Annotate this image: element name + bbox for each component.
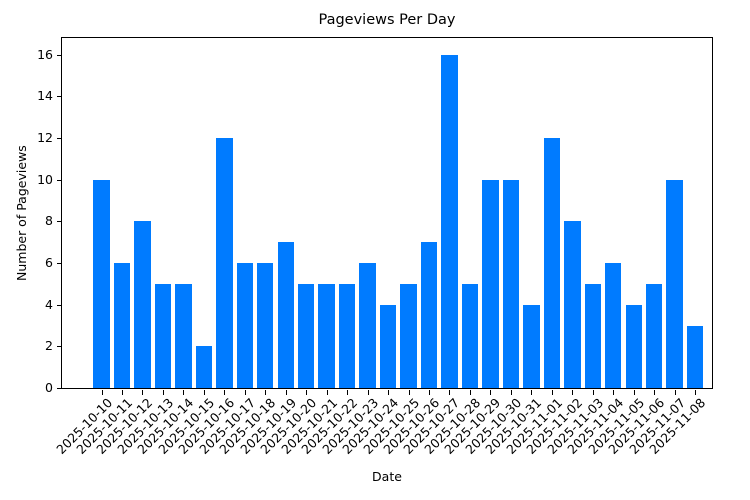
x-tick <box>203 390 205 395</box>
bar-2025-10-10 <box>93 179 110 388</box>
bar-2025-10-13 <box>154 283 172 388</box>
bar-2025-10-24 <box>379 304 397 388</box>
x-tick <box>469 390 471 395</box>
x-tick <box>367 390 369 395</box>
bar-2025-10-20 <box>298 283 315 388</box>
bar-2025-11-05 <box>625 304 642 388</box>
x-tick <box>449 390 451 395</box>
bar-2025-10-21 <box>318 283 335 388</box>
bar-2025-11-01 <box>543 138 561 388</box>
bar-2025-10-31 <box>523 304 540 388</box>
y-tick <box>57 96 62 98</box>
bar-2025-11-04 <box>605 263 622 388</box>
x-tick <box>510 390 512 395</box>
y-tick <box>57 54 62 56</box>
bar-2025-10-12 <box>134 221 151 388</box>
bar-2025-10-19 <box>277 242 294 388</box>
y-tick-label: 12 <box>37 130 53 145</box>
x-tick <box>633 390 635 395</box>
x-tick <box>265 390 267 395</box>
bar-2025-10-22 <box>338 283 356 388</box>
y-tick-label: 8 <box>45 213 53 229</box>
bar-2025-11-02 <box>564 221 581 388</box>
x-tick <box>224 390 226 395</box>
chart-title: Pageviews Per Day <box>318 12 456 28</box>
bar-2025-10-29 <box>482 179 499 388</box>
x-tick <box>674 390 676 395</box>
x-tick <box>121 390 123 395</box>
y-tick <box>57 304 62 306</box>
x-tick <box>592 390 594 395</box>
bar-2025-11-07 <box>666 179 683 388</box>
bar-2025-10-14 <box>175 283 192 388</box>
x-tick <box>347 390 349 395</box>
y-tick <box>57 221 62 223</box>
bar-2025-10-16 <box>216 138 233 388</box>
y-tick <box>57 263 62 264</box>
x-tick <box>306 390 308 395</box>
bar-2025-10-18 <box>257 263 274 388</box>
y-tick-label: 14 <box>37 88 53 104</box>
y-tick-label: 2 <box>45 338 53 354</box>
x-tick <box>162 390 164 395</box>
bar-2025-10-26 <box>420 242 438 388</box>
x-tick <box>429 390 431 395</box>
y-tick <box>57 138 62 139</box>
x-tick <box>142 390 144 395</box>
x-tick <box>613 390 615 395</box>
bar-2025-10-27 <box>441 54 458 388</box>
bar-2025-11-03 <box>584 283 601 388</box>
bar-2025-10-30 <box>502 179 520 388</box>
x-tick <box>244 390 246 395</box>
x-tick <box>285 390 287 395</box>
bar-2025-10-23 <box>359 263 376 388</box>
x-tick <box>695 390 697 395</box>
bar-2025-11-08 <box>686 325 704 388</box>
y-tick <box>57 179 62 181</box>
y-tick <box>57 388 62 389</box>
y-tick-label: 10 <box>37 171 53 187</box>
x-tick <box>326 390 328 395</box>
bar-2025-10-17 <box>236 263 253 388</box>
x-tick <box>408 390 410 395</box>
x-tick <box>551 390 553 395</box>
bar-2025-10-25 <box>400 283 417 388</box>
y-tick-label: 16 <box>37 46 53 62</box>
y-tick-label: 4 <box>45 296 53 312</box>
y-tick <box>57 346 62 348</box>
x-axis-title: Date <box>372 469 402 484</box>
bar-2025-11-06 <box>645 283 663 388</box>
bar-2025-10-15 <box>195 346 213 388</box>
y-tick-label: 0 <box>45 380 53 395</box>
plot-area <box>57 37 713 395</box>
x-tick <box>531 390 533 395</box>
x-tick <box>388 390 390 395</box>
bar-2025-10-28 <box>461 283 479 388</box>
x-tick <box>654 390 656 395</box>
bar-2025-10-11 <box>113 263 131 388</box>
y-tick-label: 6 <box>45 255 53 270</box>
x-tick <box>183 390 185 395</box>
x-tick <box>572 390 574 395</box>
x-tick <box>101 390 103 395</box>
x-tick <box>490 390 492 395</box>
